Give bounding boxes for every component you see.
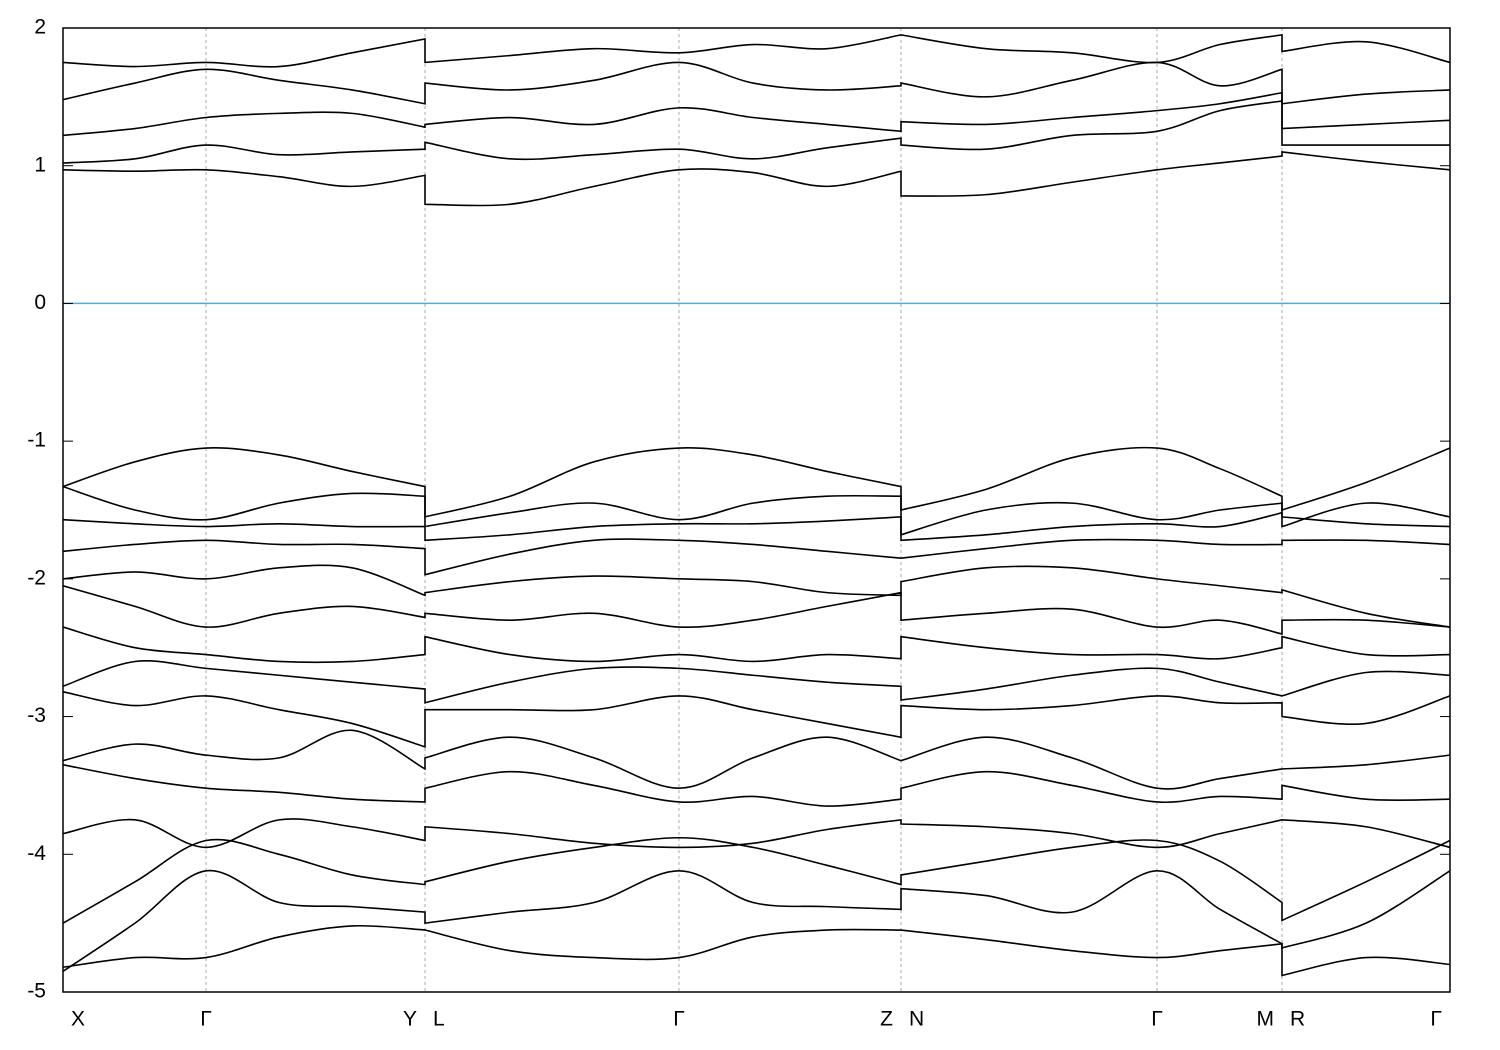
band-line [63, 61, 1450, 105]
band-line [63, 924, 1450, 977]
x-tick-label: X [71, 1008, 85, 1031]
band-line [63, 729, 1450, 790]
band-line [63, 869, 1450, 973]
x-tick-label: Y [403, 1008, 417, 1031]
band-line [63, 151, 1450, 207]
bands [63, 33, 1450, 977]
axis-labels: -5 -4 -3 -2 -1 0 1 2 X Γ Y L Γ Z N Γ M R Γ [27, 16, 1450, 1031]
x-tick-label: Γ [1151, 1008, 1163, 1031]
y-tick-label: 1 [34, 153, 46, 176]
x-tick-label: N [909, 1008, 924, 1031]
band-line [63, 100, 1450, 164]
x-tick-label: M [1257, 1008, 1275, 1031]
x-tick-label: Γ [200, 1008, 212, 1031]
band-line [63, 91, 1450, 137]
x-tick-label: Γ [673, 1008, 685, 1031]
band-line [63, 690, 1450, 748]
band-line [63, 485, 1450, 536]
band-line [63, 626, 1450, 664]
band-line [63, 446, 1450, 518]
band-line [63, 836, 1450, 924]
y-tick-label: -1 [27, 429, 46, 452]
band-line [63, 818, 1450, 849]
x-tick-label: Z [880, 1008, 893, 1031]
y-tick-label: -5 [27, 980, 46, 1003]
x-tick-label: L [433, 1008, 445, 1031]
x-tick-label: R [1290, 1008, 1305, 1031]
band-line [63, 33, 1450, 68]
band-line [63, 660, 1450, 704]
x-tick-label: Γ [1430, 1008, 1442, 1031]
band-line [63, 511, 1450, 542]
y-tick-label: -2 [27, 566, 46, 589]
band-line [63, 763, 1450, 807]
y-tick-label: 0 [34, 291, 46, 314]
y-tick-label: -4 [27, 842, 46, 865]
plot-frame [62, 27, 1451, 993]
band-line [63, 538, 1450, 576]
y-tick-label: 2 [34, 16, 46, 39]
band-line [63, 564, 1450, 628]
band-line [63, 584, 1450, 635]
y-tick-label: -3 [27, 704, 46, 727]
